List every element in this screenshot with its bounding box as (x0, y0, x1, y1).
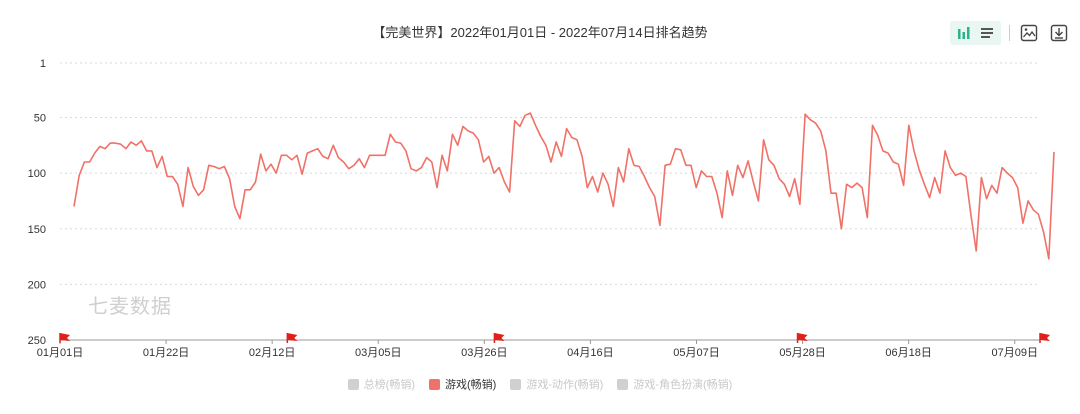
download-icon[interactable] (1048, 22, 1070, 44)
legend-label: 游戏-角色扮演(畅销) (633, 379, 733, 391)
legend-label: 游戏(畅销) (445, 379, 497, 391)
x-tick-label: 02月12日 (249, 347, 295, 359)
legend-item-games[interactable]: 游戏(畅销) (429, 376, 496, 392)
x-tick-label: 01月22日 (143, 347, 189, 359)
event-flag (59, 333, 70, 343)
y-tick-label: 1 (40, 58, 46, 70)
legend-swatch (617, 378, 629, 390)
x-tick-label: 01月01日 (37, 347, 83, 359)
legend-swatch (429, 378, 440, 390)
legend-swatch (510, 378, 522, 390)
toolbar-divider (1009, 25, 1010, 41)
y-tick-label: 100 (28, 168, 46, 180)
x-tick-label: 03月05日 (355, 347, 401, 359)
y-tick-label: 250 (28, 335, 46, 347)
y-tick-label: 200 (28, 279, 46, 291)
list-icon[interactable] (977, 23, 997, 43)
event-flag (796, 333, 808, 343)
image-icon[interactable] (1018, 22, 1040, 44)
x-tick-label: 03月26日 (461, 347, 507, 359)
legend-item-games-action[interactable]: 游戏-动作(畅销) (510, 376, 603, 392)
x-tick-label: 07月09日 (992, 347, 1038, 359)
bar-chart-icon[interactable] (954, 23, 974, 43)
y-tick-label: 50 (34, 113, 46, 125)
event-flag (286, 333, 298, 343)
chart-toolbar (950, 20, 1070, 46)
view-toggle-group (950, 21, 1001, 45)
event-flag (493, 333, 505, 343)
y-tick-label: 150 (28, 224, 46, 236)
x-tick-label: 05月07日 (673, 347, 719, 359)
x-tick-label: 04月16日 (567, 347, 613, 359)
x-axis: 01月01日 01月22日 02月12日 03月05日 03月26日 04月16日 05月0… (37, 339, 1040, 359)
flag-layer (59, 333, 1050, 343)
x-tick-label: 06月18日 (885, 347, 931, 359)
legend-label: 总榜(畅销) (363, 379, 415, 391)
x-tick-label: 05月28日 (779, 347, 825, 359)
chart-title: 【完美世界】2022年01月01日 - 2022年07月14日排名趋势 (372, 25, 708, 40)
legend-item-games-rpg[interactable]: 游戏-角色扮演(畅销) (617, 376, 732, 392)
series-line (73, 112, 1055, 260)
chart-legend: 总榜(畅销) 游戏(畅销) 游戏-动作(畅销) 游戏-角色扮演(畅销) (0, 376, 1080, 392)
event-flag (1039, 333, 1050, 343)
legend-item-overall[interactable]: 总榜(畅销) (347, 376, 415, 392)
watermark: 七麦数据 (88, 296, 172, 318)
grid-lines (60, 62, 1040, 285)
legend-swatch (347, 378, 359, 390)
legend-label: 游戏-动作(畅销) (526, 379, 604, 391)
series-layer (73, 112, 1055, 260)
